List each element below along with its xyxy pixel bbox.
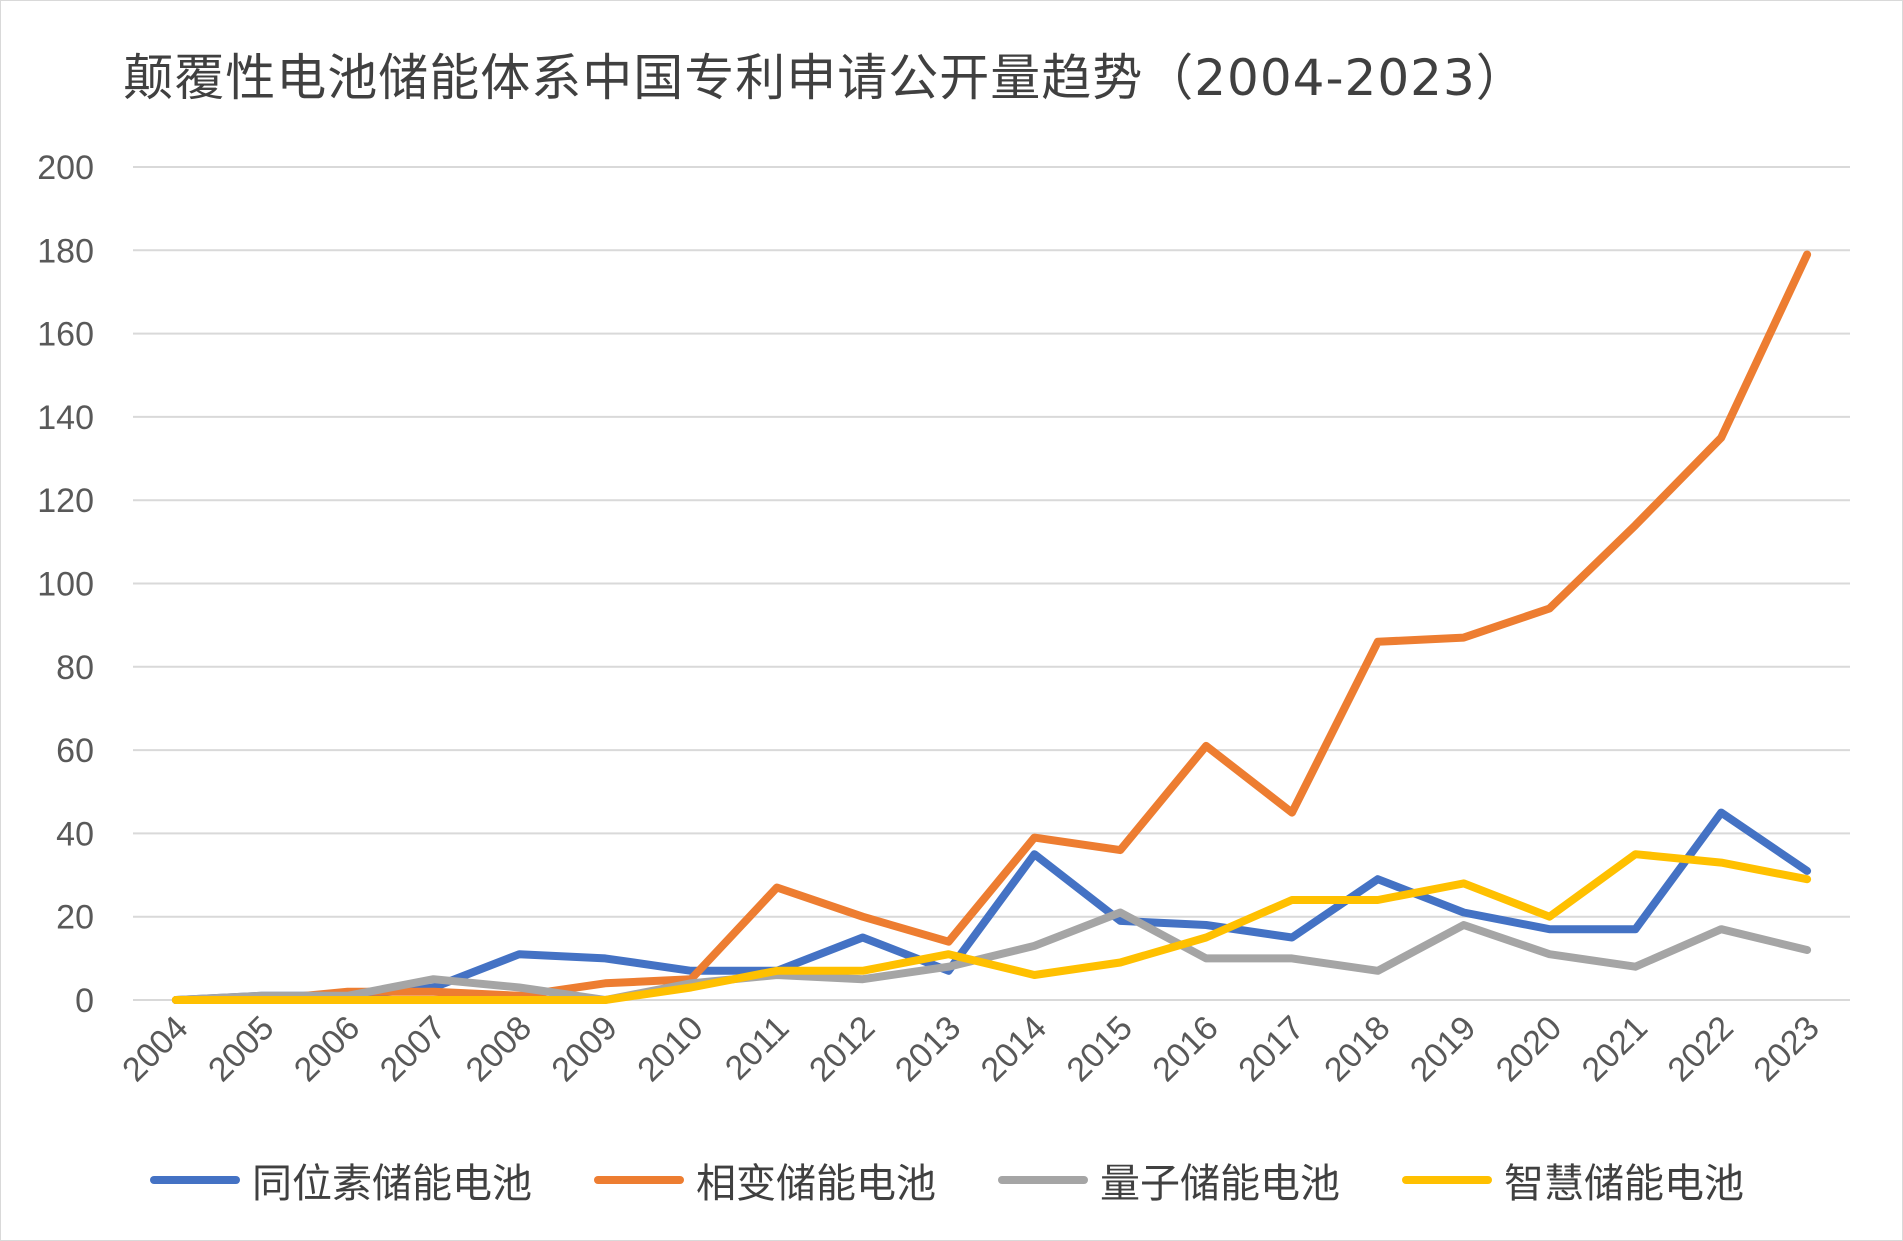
gridlines bbox=[133, 166, 1850, 1001]
legend-item-2: 量子储能电池 bbox=[998, 1151, 1340, 1209]
y-axis-ticks: 0 20 40 60 80 100 120 140 160 180 200 bbox=[37, 149, 94, 1020]
x-tick-label: 2017 bbox=[1231, 1009, 1311, 1089]
x-tick-label: 2021 bbox=[1575, 1009, 1655, 1089]
x-tick-label: 2015 bbox=[1060, 1009, 1140, 1089]
x-tick-label: 2009 bbox=[544, 1009, 624, 1089]
x-tick-label: 2007 bbox=[373, 1009, 453, 1089]
y-tick-label: 160 bbox=[37, 316, 94, 354]
x-tick-label: 2004 bbox=[115, 1009, 195, 1089]
legend-item-1: 相变储能电池 bbox=[594, 1151, 936, 1209]
x-tick-label: 2012 bbox=[802, 1009, 882, 1089]
x-tick-label: 2008 bbox=[459, 1009, 539, 1089]
x-tick-label: 2020 bbox=[1489, 1009, 1569, 1089]
y-tick-label: 40 bbox=[56, 815, 94, 853]
y-tick-label: 100 bbox=[37, 566, 94, 604]
x-tick-label: 2005 bbox=[201, 1009, 281, 1089]
x-tick-label: 2022 bbox=[1661, 1009, 1741, 1089]
legend-item-0: 同位素储能电池 bbox=[150, 1151, 532, 1209]
series-line-1 bbox=[171, 250, 1812, 1004]
legend-swatch bbox=[594, 1176, 684, 1184]
legend-item-3: 智慧储能电池 bbox=[1402, 1151, 1744, 1209]
x-tick-label: 2013 bbox=[888, 1009, 968, 1089]
x-tick-label: 2006 bbox=[287, 1009, 367, 1089]
x-tick-label: 2011 bbox=[718, 1009, 797, 1088]
legend: 同位素储能电池 相变储能电池 量子储能电池 智慧储能电池 bbox=[150, 1150, 1770, 1210]
y-tick-label: 0 bbox=[75, 982, 94, 1020]
x-tick-label: 2018 bbox=[1317, 1009, 1397, 1089]
x-tick-label: 2019 bbox=[1403, 1009, 1483, 1089]
legend-swatch bbox=[998, 1176, 1088, 1184]
series-line-2 bbox=[171, 908, 1812, 1004]
series-line-3 bbox=[171, 850, 1812, 1004]
y-tick-label: 120 bbox=[37, 482, 94, 520]
legend-label: 智慧储能电池 bbox=[1504, 1161, 1744, 1207]
legend-swatch bbox=[1402, 1176, 1492, 1184]
chart-title: 颠覆性电池储能体系中国专利申请公开量趋势（2004-2023） bbox=[123, 49, 1527, 107]
y-tick-label: 80 bbox=[56, 649, 94, 687]
legend-swatch bbox=[150, 1176, 240, 1184]
y-tick-label: 180 bbox=[37, 232, 94, 270]
y-tick-label: 60 bbox=[56, 732, 94, 770]
x-axis-ticks: 2004 2005 2006 2007 2008 2009 2010 2011 2012 2013… bbox=[115, 1009, 1827, 1089]
y-tick-label: 140 bbox=[37, 399, 94, 437]
x-tick-label: 2014 bbox=[974, 1009, 1054, 1089]
legend-label: 量子储能电池 bbox=[1100, 1161, 1340, 1207]
y-tick-label: 200 bbox=[37, 149, 94, 187]
legend-label: 同位素储能电池 bbox=[252, 1161, 532, 1207]
legend-label: 相变储能电池 bbox=[696, 1161, 936, 1207]
y-tick-label: 20 bbox=[56, 899, 94, 937]
x-tick-label: 2010 bbox=[630, 1009, 710, 1089]
series-lines bbox=[171, 250, 1812, 1004]
x-tick-label: 2023 bbox=[1746, 1009, 1826, 1089]
x-tick-label: 2016 bbox=[1145, 1009, 1225, 1089]
